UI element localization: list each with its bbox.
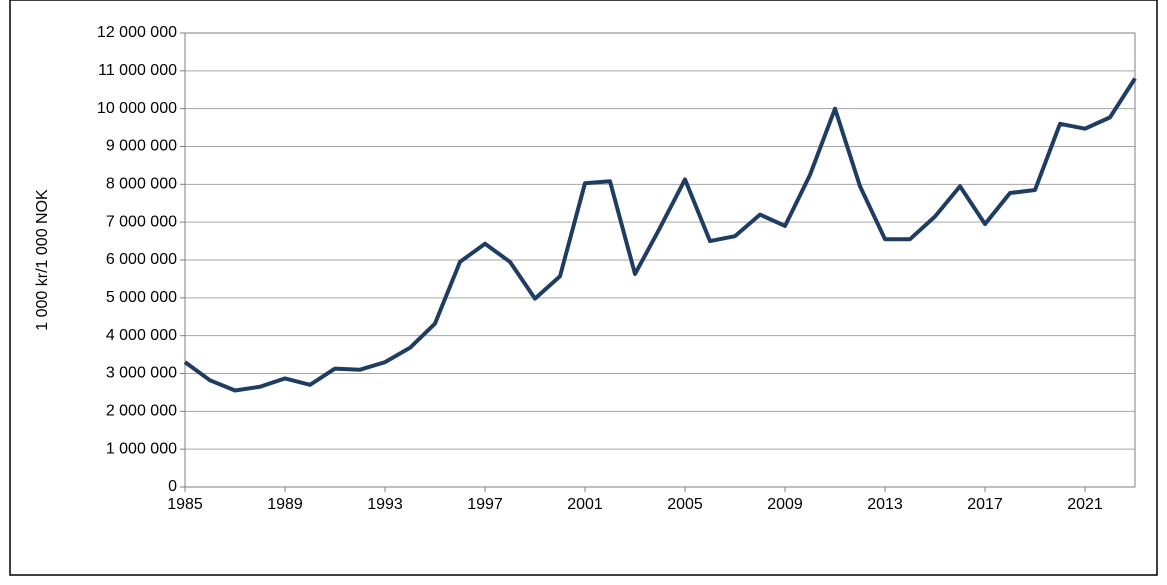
- y-tick-label: 12 000 000: [97, 24, 177, 41]
- y-tick-label: 2 000 000: [106, 403, 177, 420]
- x-tick-label: 1985: [167, 496, 203, 513]
- y-tick-label: 8 000 000: [106, 176, 177, 193]
- y-tick-label: 5 000 000: [106, 289, 177, 306]
- y-tick-label: 7 000 000: [106, 213, 177, 230]
- x-tick-label: 1997: [467, 496, 503, 513]
- y-tick-label: 10 000 000: [97, 100, 177, 117]
- y-tick-label: 3 000 000: [106, 365, 177, 382]
- y-tick-label: 6 000 000: [106, 251, 177, 268]
- x-tick-label: 2001: [567, 496, 603, 513]
- x-tick-label: 1993: [367, 496, 403, 513]
- x-tick-label: 2021: [1067, 496, 1103, 513]
- x-tick-label: 2013: [867, 496, 903, 513]
- y-tick-label: 0: [168, 478, 177, 495]
- y-axis-label: 1 000 kr/1 000 NOK: [34, 189, 51, 331]
- y-tick-label: 11 000 000: [98, 62, 177, 79]
- y-tick-label: 9 000 000: [106, 138, 177, 155]
- x-tick-label: 2009: [767, 496, 803, 513]
- x-tick-label: 1989: [267, 496, 303, 513]
- data-line: [183, 77, 1137, 393]
- chart-frame: [9, 0, 1158, 576]
- plot-border: [184, 32, 1136, 488]
- x-tick-label: 2017: [967, 496, 1003, 513]
- y-tick-label: 4 000 000: [106, 327, 177, 344]
- y-tick-label: 1 000 000: [106, 440, 177, 457]
- x-tick-label: 2005: [667, 496, 703, 513]
